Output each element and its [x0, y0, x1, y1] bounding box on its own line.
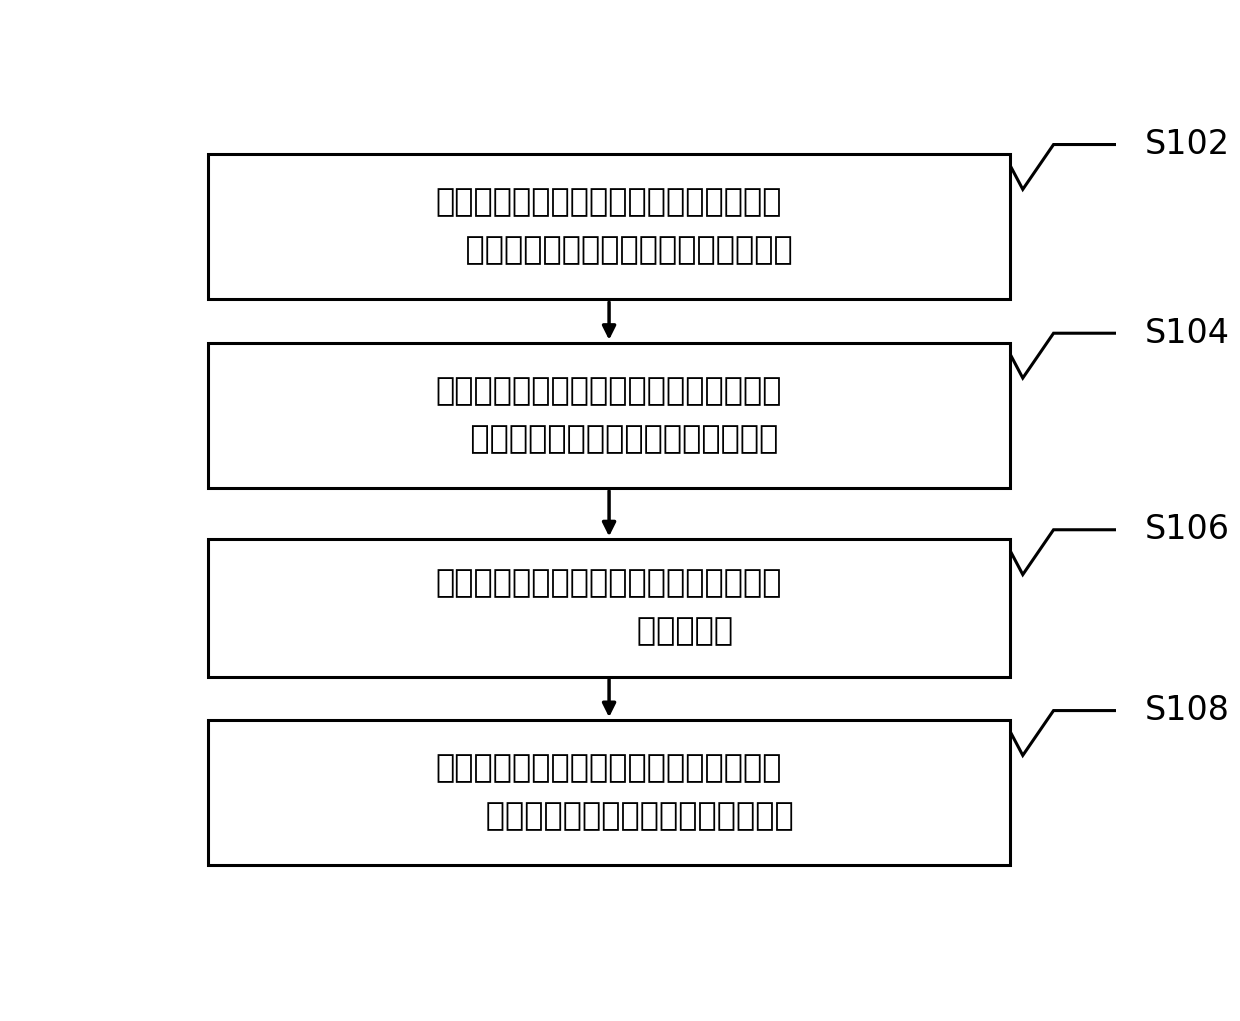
Text: 满足空中粗对准触发条件后，要求无人机
   直线航行，并获取实时的航迹角信息: 满足空中粗对准触发条件后，要求无人机 直线航行，并获取实时的航迹角信息	[435, 376, 782, 454]
FancyArrowPatch shape	[604, 302, 615, 336]
Text: 结合航迹角误差要求，建立直线航迹可靠
               性评价指标: 结合航迹角误差要求，建立直线航迹可靠 性评价指标	[435, 569, 782, 647]
FancyArrowPatch shape	[604, 680, 615, 714]
Text: S102: S102	[1145, 128, 1230, 161]
Text: 根据船舶与无人机的正常航行速度选取合
    适的速度值，建立空中粗对准触发条件: 根据船舶与无人机的正常航行速度选取合 适的速度值，建立空中粗对准触发条件	[425, 187, 792, 266]
Bar	[208, 154, 1011, 299]
Bar	[208, 539, 1011, 677]
FancyArrowPatch shape	[604, 491, 615, 533]
Bar	[208, 720, 1011, 866]
Text: S106: S106	[1145, 514, 1230, 546]
Text: S104: S104	[1145, 317, 1230, 350]
Text: S108: S108	[1145, 694, 1230, 727]
Bar	[208, 343, 1011, 488]
Text: 利用直线航迹可靠性评价指标判定有效的
      采样点解算水平姿态角，完成粗对准: 利用直线航迹可靠性评价指标判定有效的 采样点解算水平姿态角，完成粗对准	[424, 753, 794, 832]
